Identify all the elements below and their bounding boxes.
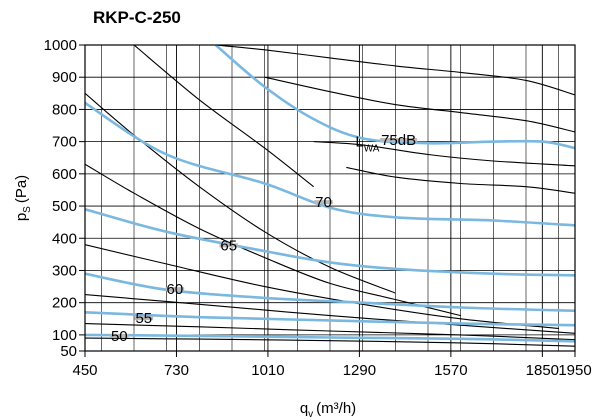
fan-curve-2	[85, 92, 396, 294]
y-tick-label: 500	[52, 198, 77, 215]
sound-label-text: 60	[166, 281, 183, 298]
y-axis-label-main: p	[13, 213, 30, 221]
x-tick-label: 1010	[251, 362, 284, 379]
lwa-annotation: LWA	[355, 134, 379, 155]
x-axis-label-main: q	[300, 400, 308, 417]
x-tick-labels: 450 730 1010 1290 1570 1850 1950	[72, 362, 591, 379]
sound-curve-60	[85, 272, 575, 312]
x-tick-label: 1290	[343, 362, 376, 379]
y-tick-label: 300	[52, 262, 77, 279]
sound-label-text: 50	[111, 328, 128, 345]
x-tick-label: 450	[72, 362, 97, 379]
sound-label-75dB: 75dB	[380, 132, 418, 149]
x-tick-label: 1950	[558, 362, 591, 379]
fan-curve-9	[264, 76, 575, 133]
x-axis-label-sub: v	[308, 409, 313, 420]
sound-label-text: 55	[135, 310, 152, 327]
sound-curve-70	[85, 101, 575, 227]
y-tick-label: 900	[52, 69, 77, 86]
curve-labels: 50 55 60 65 70 75dB	[109, 132, 418, 345]
fan-curve-8	[215, 45, 575, 96]
y-tick-label: 700	[52, 134, 77, 151]
fan-curve-6	[85, 323, 575, 341]
fan-curve-10	[313, 141, 575, 167]
sound-label-halo	[109, 333, 129, 338]
x-tick-label: 1570	[434, 362, 467, 379]
x-axis-label: qv (m³/h)	[300, 400, 356, 420]
y-tick-label: 800	[52, 101, 77, 118]
x-axis-label-unit: (m³/h)	[316, 400, 356, 417]
sound-label-55: 55	[134, 310, 154, 327]
chart-title: RKP-C-250	[93, 8, 181, 27]
x-tick-label: 1850	[526, 362, 559, 379]
y-tick-label: 50	[60, 343, 77, 360]
y-tick-label: 1000	[44, 37, 77, 54]
lwa-main: L	[355, 134, 363, 151]
sound-label-65: 65	[219, 237, 239, 254]
sound-curve-55	[85, 311, 575, 327]
sound-label-50: 50	[109, 328, 129, 345]
sound-label-halo	[165, 287, 185, 292]
sound-label-halo	[219, 243, 239, 248]
y-axis-label-unit: (Pa)	[13, 175, 30, 203]
y-tick-label: 400	[52, 230, 77, 247]
sound-label-halo	[134, 316, 154, 321]
plot-frame	[79, 44, 576, 357]
sound-curves	[85, 45, 575, 343]
plot-border	[84, 44, 576, 352]
sound-label-text: 75dB	[381, 132, 416, 149]
y-axis-label: pS (Pa)	[13, 175, 33, 221]
sound-label-halo	[314, 200, 333, 205]
sound-label-halo	[380, 138, 418, 143]
fan-curve-1	[133, 45, 315, 188]
fan-curve-5	[85, 294, 575, 334]
y-tick-label: 600	[52, 166, 77, 183]
y-axis-label-sub: S	[22, 206, 33, 213]
fan-curves	[85, 45, 575, 347]
x-tick-label: 730	[164, 362, 189, 379]
sound-label-text: 70	[315, 194, 332, 211]
sound-label-70: 70	[314, 194, 333, 211]
fan-curve-11	[346, 166, 575, 194]
sound-label-text: 65	[220, 237, 237, 254]
sound-curve-65	[85, 208, 575, 277]
y-tick-label: 200	[52, 295, 77, 312]
fan-curve-4	[85, 244, 559, 330]
sound-label-60: 60	[165, 281, 185, 298]
sound-curve-50	[85, 333, 575, 343]
lwa-sub: WA	[364, 144, 380, 155]
fan-curve-7	[85, 337, 575, 347]
fan-curve-3	[85, 163, 461, 317]
grid	[85, 45, 575, 351]
y-tick-label: 100	[52, 327, 77, 344]
sound-curve-75dB	[214, 45, 575, 150]
